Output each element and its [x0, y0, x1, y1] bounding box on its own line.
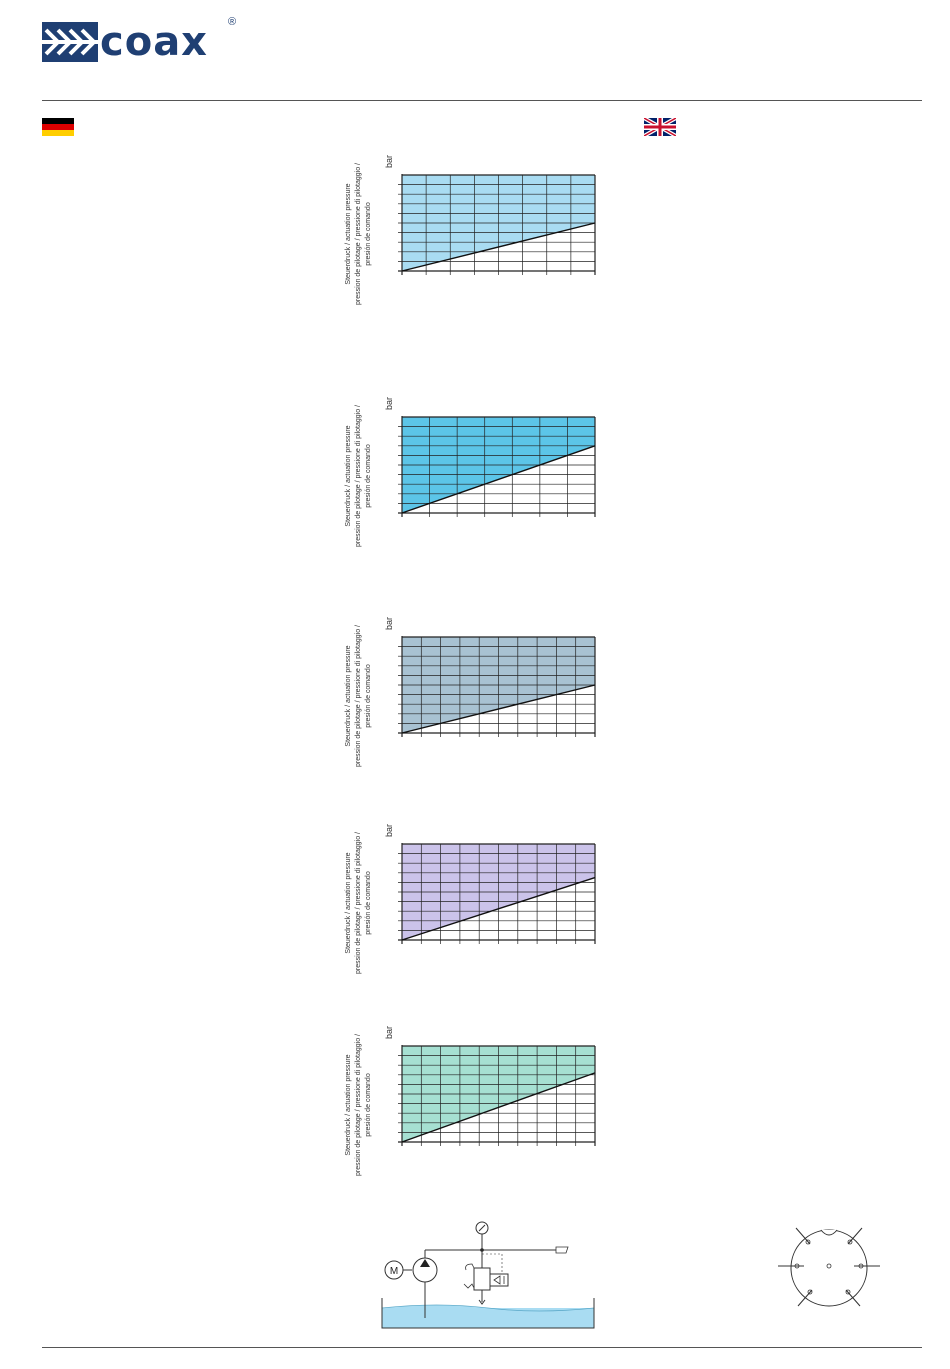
pressure-chart-4: Steuerdruck / actuation pressure pressio…: [330, 815, 610, 995]
coax-logo: coax ®: [42, 16, 242, 66]
logo-wordmark: coax: [100, 19, 208, 65]
flag-germany-icon: [42, 118, 74, 136]
chart-2-plot: [398, 416, 596, 517]
registered-mark: ®: [228, 16, 237, 28]
pressure-chart-5: Steuerdruck / actuation pressure pressio…: [330, 1017, 610, 1197]
chart-4-plot: [398, 843, 596, 944]
limit-line: [401, 445, 596, 514]
header-divider: [42, 100, 922, 101]
chart-5-plot: [398, 1045, 596, 1146]
chart-1-plot: [398, 174, 596, 275]
connector-pin-diagram: [776, 1222, 882, 1308]
footer-divider: [42, 1347, 922, 1348]
hydraulic-schematic: M: [378, 1218, 600, 1330]
limit-line: [401, 222, 596, 272]
logo-emblem-icon: [42, 22, 98, 62]
flag-uk-icon: [643, 116, 677, 138]
limit-line: [401, 876, 596, 941]
limit-line: [401, 1072, 596, 1143]
valve-icon: [473, 1267, 491, 1291]
pressure-chart-1: Steuerdruck / actuation pressure pressio…: [330, 146, 610, 326]
pressure-chart-2: Steuerdruck / actuation pressure pressio…: [330, 388, 610, 568]
svg-text:M: M: [390, 1266, 398, 1277]
limit-line: [401, 684, 596, 734]
pressure-chart-3: Steuerdruck / actuation pressure pressio…: [330, 608, 610, 788]
chart-3-plot: [398, 636, 596, 737]
tank-water: [382, 1308, 594, 1328]
